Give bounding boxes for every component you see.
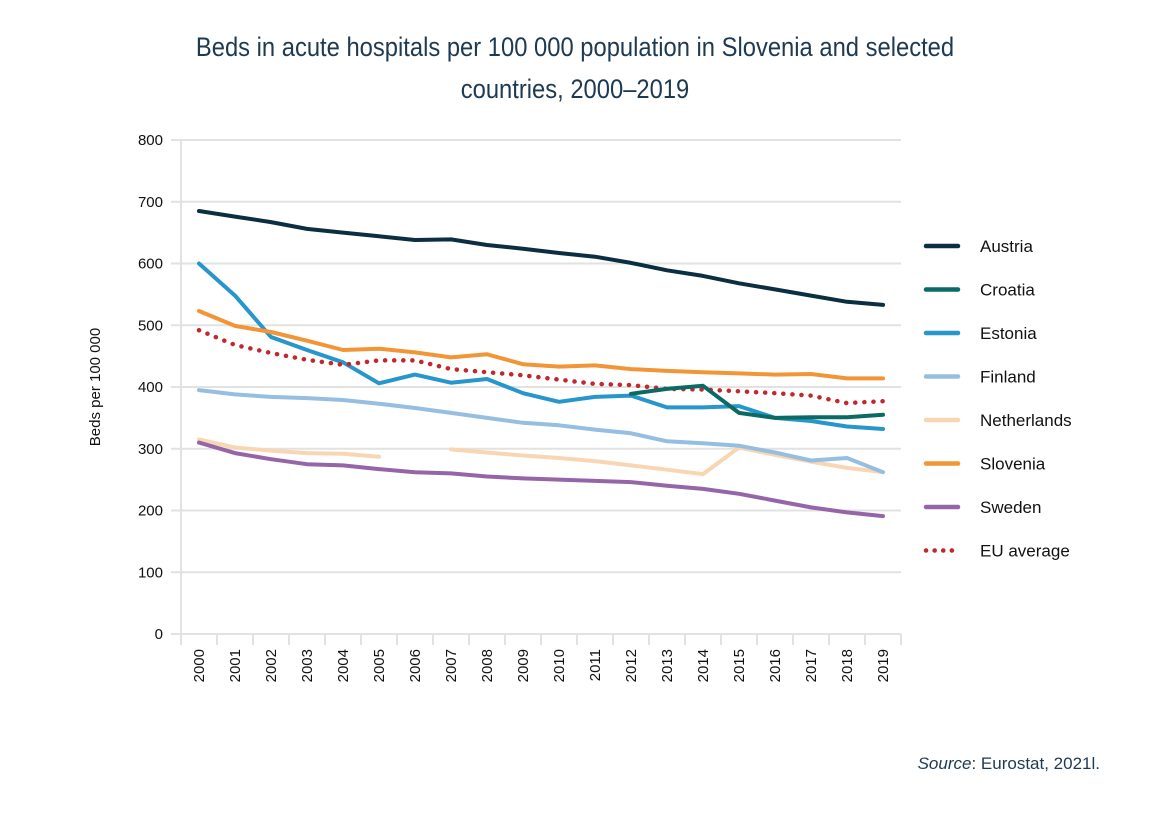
gridlines bbox=[171, 139, 901, 635]
x-tick-label-2014: 2014 bbox=[695, 649, 712, 682]
series-line-slovenia bbox=[197, 309, 885, 381]
legend-label-slovenia: Slovenia bbox=[980, 455, 1046, 474]
x-tick-label-2016: 2016 bbox=[767, 649, 784, 682]
series-line-croatia bbox=[629, 383, 885, 420]
x-tick-label-2004: 2004 bbox=[335, 649, 352, 682]
x-tick-label-2019: 2019 bbox=[875, 649, 892, 682]
y-tick-label-0: 0 bbox=[155, 626, 163, 643]
y-axis-title: Beds per 100 000 bbox=[87, 328, 104, 446]
y-tick-label-700: 700 bbox=[138, 194, 163, 211]
chart-title-line-1: Beds in acute hospitals per 100 000 popu… bbox=[195, 32, 955, 62]
source-note: Source: Eurostat, 2021l. bbox=[918, 754, 1100, 774]
x-tick-label-2018: 2018 bbox=[839, 649, 856, 682]
chart-title: Beds in acute hospitals per 100 000 popu… bbox=[69, 26, 1081, 110]
y-tick-label-400: 400 bbox=[138, 379, 163, 396]
legend-label-sweden: Sweden bbox=[980, 498, 1041, 517]
series-line-netherlands bbox=[197, 437, 381, 459]
x-tick-label-2007: 2007 bbox=[443, 649, 460, 682]
x-tick-label-2008: 2008 bbox=[479, 649, 496, 682]
x-tick-label-2006: 2006 bbox=[407, 649, 424, 682]
x-tick-label-2010: 2010 bbox=[551, 649, 568, 682]
series-line-finland bbox=[197, 388, 885, 475]
legend-label-austria: Austria bbox=[980, 237, 1033, 256]
legend-label-estonia: Estonia bbox=[980, 324, 1037, 343]
y-tick-label-600: 600 bbox=[138, 256, 163, 273]
y-tick-label-300: 300 bbox=[138, 441, 163, 458]
y-tick-label-800: 800 bbox=[138, 132, 163, 149]
y-tick-label-200: 200 bbox=[138, 503, 163, 520]
chart-title-line-2: countries, 2000–2019 bbox=[460, 74, 690, 104]
x-tick-label-2013: 2013 bbox=[659, 649, 676, 682]
legend-label-croatia: Croatia bbox=[980, 281, 1035, 300]
y-axis: 0 100 200 300 400 500 600 700 800 bbox=[138, 132, 182, 643]
x-tick-label-2012: 2012 bbox=[623, 649, 640, 682]
series-line-sweden bbox=[197, 440, 885, 519]
x-axis: 2000 2001 2002 2003 2004 2005 2006 2007 2008 2009… bbox=[180, 634, 902, 682]
series-line-austria bbox=[197, 209, 885, 307]
x-tick-label-2003: 2003 bbox=[299, 649, 316, 682]
legend-label-finland: Finland bbox=[980, 368, 1036, 387]
x-tick-label-2002: 2002 bbox=[263, 649, 280, 682]
y-tick-label-100: 100 bbox=[138, 564, 163, 581]
series-lines bbox=[196, 209, 886, 519]
x-tick-label-2011: 2011 bbox=[587, 649, 604, 681]
x-tick-label-2001: 2001 bbox=[227, 649, 244, 682]
x-tick-label-2015: 2015 bbox=[731, 649, 748, 682]
y-tick-label-500: 500 bbox=[138, 317, 163, 334]
series-line-eu-average bbox=[196, 327, 886, 406]
x-tick-label-2005: 2005 bbox=[371, 649, 388, 682]
x-tick-label-2017: 2017 bbox=[803, 649, 820, 682]
x-tick-label-2000: 2000 bbox=[191, 649, 208, 682]
source-prefix: Source bbox=[917, 754, 972, 773]
legend-label-eu-average: EU average bbox=[980, 542, 1070, 561]
source-text: : Eurostat, 2021l. bbox=[971, 754, 1100, 773]
legend-label-netherlands: Netherlands bbox=[980, 411, 1072, 430]
legend: Austria Croatia Estonia Finland Netherlands S… bbox=[923, 237, 1072, 561]
x-tick-label-2009: 2009 bbox=[515, 649, 532, 682]
